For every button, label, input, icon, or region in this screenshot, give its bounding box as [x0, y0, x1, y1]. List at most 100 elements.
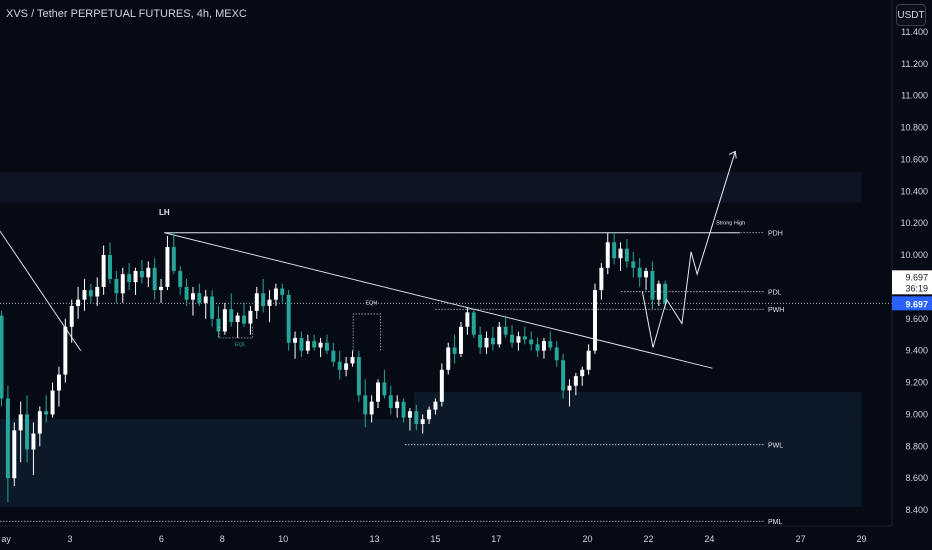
candle-body — [267, 299, 272, 307]
candle-body — [63, 326, 68, 375]
candle-body — [254, 293, 259, 311]
candle-body — [146, 267, 151, 278]
level-label: PWH — [768, 307, 784, 314]
candle-body — [395, 401, 400, 409]
candle-body — [190, 293, 195, 300]
candle-body — [452, 347, 457, 354]
last-price-box — [892, 270, 932, 295]
y-tick-label: 8.400 — [905, 505, 928, 515]
last-price-value: 9.697 — [905, 272, 928, 282]
candle-body — [656, 283, 661, 300]
annotation-label: EQH — [365, 300, 377, 306]
candle-body — [203, 296, 208, 303]
candle-body — [605, 242, 610, 268]
candle-body — [242, 315, 246, 324]
candle-body — [82, 290, 87, 300]
candle-body — [593, 290, 597, 351]
last-price-badge-label: 9.697 — [905, 299, 928, 309]
level-label: PML — [768, 519, 783, 526]
candle-body — [637, 267, 642, 278]
candle-body — [312, 341, 317, 348]
candle-body — [235, 315, 240, 322]
candle-body — [497, 326, 502, 345]
x-tick-label: 29 — [857, 534, 867, 544]
candle-body — [439, 369, 444, 402]
candle-body — [273, 288, 278, 300]
y-tick-label: 10.200 — [900, 218, 928, 228]
trend-line — [164, 232, 713, 369]
y-tick-label: 9.400 — [905, 346, 928, 356]
candle-body — [618, 248, 623, 259]
candle-body — [127, 274, 132, 283]
candle-body — [580, 369, 585, 377]
candle-body — [133, 270, 138, 283]
y-tick-label: 10.000 — [900, 250, 928, 260]
candle-body — [650, 270, 655, 300]
x-tick-label: ay — [1, 534, 11, 544]
currency-button[interactable]: USDT — [896, 4, 926, 26]
candle-body — [210, 296, 215, 319]
candle-body — [459, 326, 463, 354]
candle-body — [465, 312, 470, 327]
y-tick-label: 9.600 — [905, 314, 928, 324]
candle-body — [280, 288, 285, 295]
eqh-bracket — [352, 313, 381, 351]
candle-body — [490, 337, 495, 345]
annotation-label: LH — [159, 208, 170, 217]
candle-body — [299, 337, 304, 351]
y-tick-label: 9.000 — [905, 409, 928, 419]
candle-body — [510, 334, 515, 343]
x-tick-label: 20 — [583, 534, 593, 544]
candle-body — [503, 326, 508, 335]
candle-body — [401, 401, 406, 418]
candle-body — [350, 357, 355, 364]
candle-body — [522, 336, 527, 340]
candle-body — [529, 339, 534, 345]
candle-body — [484, 337, 489, 348]
y-tick-label: 8.600 — [905, 473, 928, 483]
candle-body — [388, 395, 393, 409]
candle-body — [171, 247, 176, 271]
level-label: PDL — [768, 290, 782, 297]
level-label: PDH — [768, 231, 783, 238]
candle-body — [561, 360, 566, 391]
candle-body — [184, 286, 189, 300]
candle-body — [152, 267, 157, 291]
candle-body — [178, 270, 183, 287]
candle-body — [120, 274, 125, 294]
y-tick-label: 11.400 — [901, 27, 928, 37]
candle-body — [427, 409, 432, 420]
x-tick-label: 6 — [159, 534, 164, 544]
x-tick-label: 17 — [491, 534, 501, 544]
candle-body — [324, 342, 329, 351]
candle-body — [0, 315, 4, 399]
projection-arrowhead — [728, 150, 737, 159]
candle-body — [305, 341, 310, 351]
time-axis — [0, 526, 932, 550]
candle-body — [414, 411, 419, 424]
candle-body — [548, 341, 553, 348]
annotation-label: EQL — [235, 342, 246, 348]
y-tick-label: 11.000 — [901, 91, 928, 101]
candle-body — [407, 411, 412, 418]
last-price-badge — [892, 296, 932, 311]
x-tick-label: 22 — [643, 534, 653, 544]
zone-box — [0, 419, 862, 507]
candle-body — [108, 255, 112, 279]
candle-body — [535, 344, 540, 351]
x-tick-label: 24 — [704, 534, 714, 544]
candle-body — [337, 361, 342, 370]
x-tick-label: 15 — [430, 534, 440, 544]
candle-body — [478, 334, 483, 348]
candle-body — [573, 376, 578, 386]
candle-body — [229, 309, 234, 322]
candle-body — [554, 347, 559, 361]
x-tick-label: 13 — [369, 534, 379, 544]
candle-body — [541, 341, 546, 351]
chart-title: XVS / Tether PERPETUAL FUTURES, 4h, MEXC — [6, 8, 247, 20]
candle-body — [197, 293, 202, 303]
candle-body — [50, 390, 55, 415]
eql-bracket — [218, 326, 254, 339]
candle-body — [25, 414, 30, 450]
